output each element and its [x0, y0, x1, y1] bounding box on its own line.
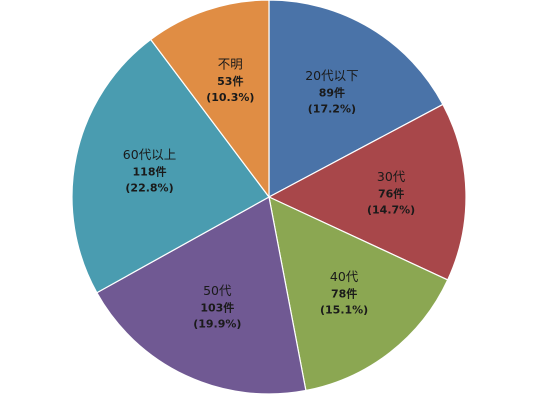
slice-count-label-4: 103件 — [200, 301, 234, 315]
slice-label-6: 不明 — [218, 57, 243, 72]
slice-percent-label-4: (19.9%) — [193, 318, 241, 331]
slice-label-5: 60代以上 — [123, 147, 176, 162]
slice-label-1: 20代以下 — [305, 68, 358, 83]
pie-slice-3 — [268, 195, 449, 392]
slice-label-4: 50代 — [203, 283, 232, 298]
pie-slice-5 — [71, 38, 270, 294]
slice-count-label-1: 89件 — [319, 85, 345, 99]
slice-label-3: 40代 — [330, 269, 359, 284]
pie-slice-4 — [96, 196, 307, 395]
slice-count-label-3: 78件 — [331, 286, 357, 300]
slice-percent-label-6: (10.3%) — [206, 91, 254, 104]
slice-percent-label-3: (15.1%) — [320, 303, 368, 316]
pie-slice-6 — [149, 0, 270, 199]
pie-slice-1 — [268, 0, 444, 198]
slice-percent-label-5: (22.8%) — [125, 182, 173, 195]
slice-count-label-5: 118件 — [133, 165, 167, 179]
pie-slice-2 — [267, 103, 467, 281]
slice-count-label-2: 76件 — [378, 187, 404, 201]
slice-percent-label-1: (17.2%) — [308, 102, 356, 115]
slice-percent-label-2: (14.7%) — [367, 204, 415, 217]
slice-count-label-6: 53件 — [217, 74, 243, 88]
slice-label-2: 30代 — [377, 169, 406, 184]
